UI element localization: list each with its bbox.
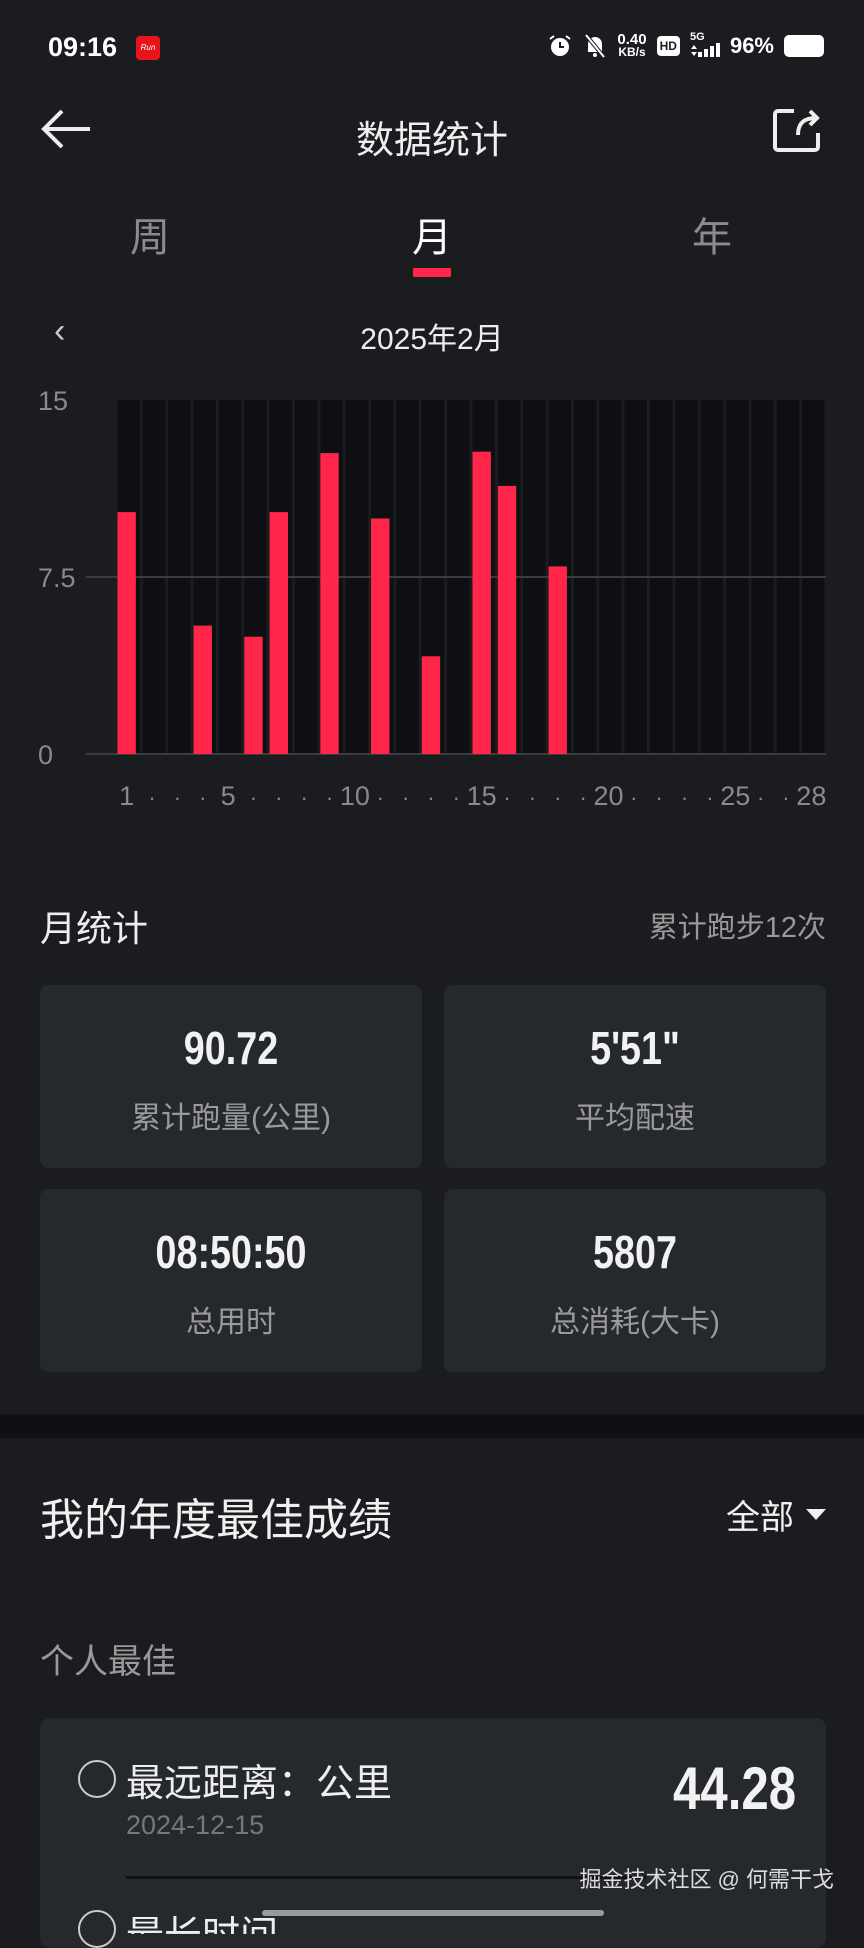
x-tick-label: · [377,785,384,810]
bar-day-6 [244,636,263,754]
status-time: 09:16 [48,32,118,62]
chevron-left-icon[interactable]: ‹ [54,312,66,350]
x-tick-label: · [301,785,308,810]
annual-best-title: 我的年度最佳成绩 [40,1496,392,1545]
stat-card-duration: 08:50:50 总用时 [40,1189,422,1372]
bar-day-1 [117,512,136,754]
distance-icon [78,1760,116,1798]
header: 数据统计 [0,95,864,165]
x-tick-label: · [275,785,282,810]
x-tick-label: 25 [720,781,750,811]
bar-day-4 [193,625,212,754]
x-tick-label: · [427,785,434,810]
x-tick-label: 20 [593,781,623,811]
x-tick-label: · [656,785,663,810]
network-speed: 0.40 KB/s [617,31,647,59]
stat-label: 累计跑量(公里) [131,1102,331,1135]
bell-off-icon [584,33,606,59]
x-tick-label: · [782,785,789,810]
x-tick-label: · [630,785,637,810]
back-button[interactable] [40,109,94,149]
page-title: 数据统计 [355,120,508,162]
bar-day-18 [548,566,567,754]
monthly-distance-chart: 157.501 · · · 5 · · · · 10 · · · · 15 · · · · 20 · · · · 25 · · 28 [38,386,826,811]
watermark: 掘金技术社区 @ 何需干戈 [579,1867,834,1892]
filter-dropdown[interactable]: 全部 [726,1490,826,1539]
signal-icon: 5G [690,32,720,60]
bar-day-9 [320,453,339,754]
tab-year[interactable]: 年 [692,216,732,260]
x-tick-label: 5 [221,781,236,811]
x-tick-label: · [503,785,510,810]
x-tick-label: · [174,785,181,810]
personal-best-title: 个人最佳 [40,1643,176,1681]
filter-label: 全部 [726,1499,794,1537]
bar-day-13 [421,656,441,754]
y-tick-label: 7.5 [38,563,76,593]
divider [126,1876,646,1879]
stat-card-distance: 90.72 累计跑量(公里) [40,985,422,1168]
x-tick-label: · [326,785,333,810]
x-tick-label: · [199,785,206,810]
home-indicator[interactable] [262,1910,604,1916]
x-tick-label: 10 [340,781,370,811]
current-month: 2025年2月 [360,323,504,356]
net-speed-value: 0.40 [617,31,647,48]
x-tick-label: 28 [796,781,826,811]
alarm-icon [549,35,572,56]
bar-day-15 [472,451,491,754]
app-notification-icon: Run [136,36,160,60]
y-tick-label: 15 [38,386,68,416]
tab-month[interactable]: 月 [412,216,452,260]
stat-card-calories: 5807 总消耗(大卡) [444,1189,826,1372]
x-tick-label: · [706,785,713,810]
x-tick-label: · [148,785,155,810]
stat-label: 总消耗(大卡) [550,1306,720,1339]
monthly-stats-title: 月统计 [40,908,149,949]
record-date: 2024-12-15 [126,1810,265,1840]
status-bar: 09:16 Run 0.40 KB/s HD 5G 96% [0,28,864,70]
x-tick-label: · [579,785,586,810]
stat-value: 08:50:50 [155,1226,307,1278]
net-speed-unit: KB/s [618,45,646,59]
period-tabs: 周 月 年 [0,205,864,277]
x-tick-label: · [250,785,257,810]
run-count: 累计跑步12次 [648,912,826,944]
tab-week[interactable]: 周 [130,216,170,260]
x-tick-label: · [554,785,561,810]
active-tab-indicator [413,268,451,277]
hd-icon: HD [656,36,680,56]
x-tick-label: · [757,785,764,810]
status-icons: 0.40 KB/s HD 5G 96% [547,32,824,60]
record-value: 44.28 [672,1755,796,1822]
battery-icon [784,35,824,57]
x-tick-label: · [529,785,536,810]
x-tick-label: · [681,785,688,810]
caret-down-icon [806,1509,826,1520]
stat-label: 平均配速 [575,1102,695,1135]
battery-percent: 96% [729,33,774,58]
x-tick-label: · [453,785,460,810]
stat-label: 总用时 [186,1306,276,1339]
bar-day-16 [497,485,517,754]
x-tick-label: 15 [467,781,497,811]
section-divider [0,1414,864,1438]
y-tick-label: 0 [38,740,53,770]
bar-day-7 [269,512,288,754]
stat-value: 90.72 [183,1022,279,1074]
duration-icon [78,1910,116,1948]
month-navigator: ‹ 2025年2月 [0,310,864,356]
share-button[interactable] [772,107,824,153]
record-label: 最长时间 [126,1904,278,1934]
network-type: 5G [689,31,705,43]
stat-card-pace: 5'51" 平均配速 [444,985,826,1168]
x-tick-label: 1 [119,781,134,811]
record-label: 最远距离：公里 [126,1763,393,1805]
x-tick-label: · [402,785,409,810]
bar-day-11 [371,518,390,754]
stat-value: 5807 [593,1226,677,1278]
stat-value: 5'51" [590,1022,680,1074]
